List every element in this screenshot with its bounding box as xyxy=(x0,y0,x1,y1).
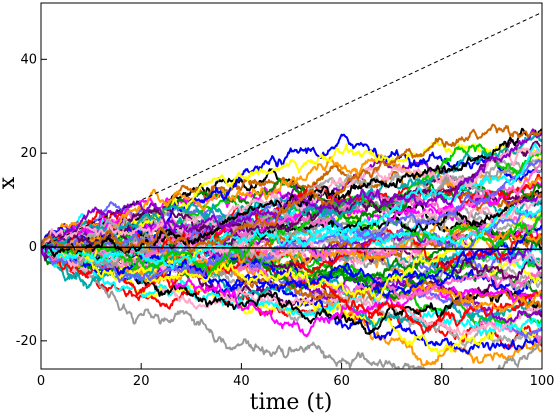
x-tick-label: 100 xyxy=(530,374,554,389)
random-walk-series-group xyxy=(41,123,542,369)
plot-frame xyxy=(40,2,543,370)
y-axis-title: x xyxy=(0,176,20,189)
random-walk-line xyxy=(41,224,542,293)
random-walk-line xyxy=(41,138,542,248)
y-tick-label: 20 xyxy=(20,146,37,161)
x-tick-label: 20 xyxy=(133,374,150,389)
y-tick-label: 40 xyxy=(20,52,37,67)
reference-lines-group xyxy=(41,11,542,251)
random-walk-line xyxy=(41,128,542,257)
mean-reference-line xyxy=(41,246,542,251)
x-tick-label: 80 xyxy=(434,374,451,389)
dashed-reference-line xyxy=(41,11,542,248)
x-axis-ticks: 0 20 40 60 80 100 xyxy=(37,363,554,389)
y-tick-label: -20 xyxy=(16,334,37,349)
random-walk-line xyxy=(41,123,542,254)
x-tick-label: 40 xyxy=(233,374,250,389)
random-walk-line xyxy=(41,134,542,248)
x-tick-label: 60 xyxy=(333,374,350,389)
y-axis-ticks: -20 0 20 40 xyxy=(16,52,47,349)
x-axis-title: time (t) xyxy=(250,390,333,415)
x-tick-label: 0 xyxy=(37,374,45,389)
random-walk-line xyxy=(41,244,542,369)
y-tick-label: 0 xyxy=(29,240,37,255)
